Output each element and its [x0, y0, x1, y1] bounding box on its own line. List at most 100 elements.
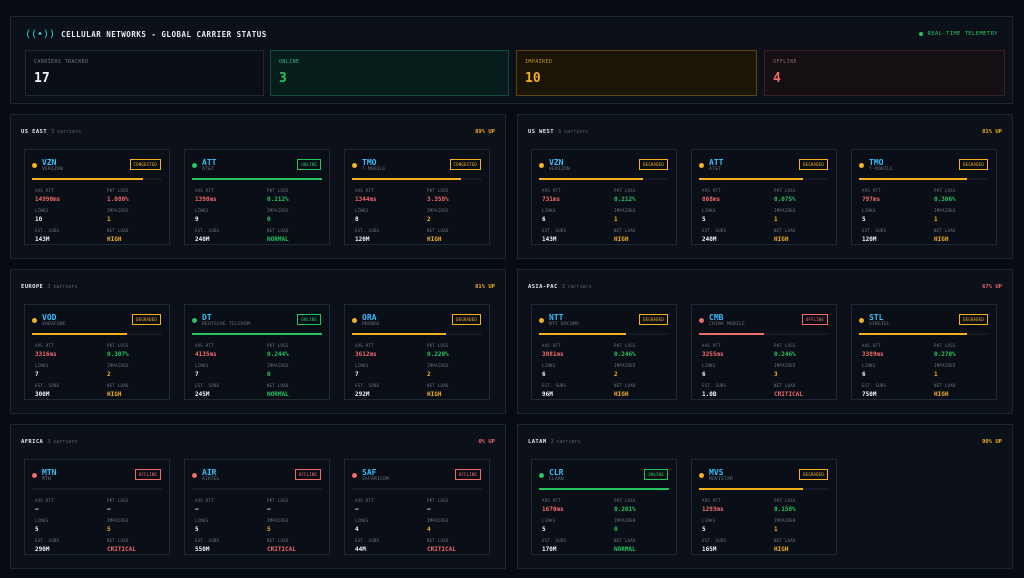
carrier-card-air[interactable]: AIR AIRTEL OFFLINE AVG RTT — PKT LOSS — LINKS 5 I…: [184, 459, 330, 555]
metric-pkt-loss: PKT LOSS 0.246%: [614, 343, 636, 358]
metric-net-load: NET LOAD HIGH: [427, 383, 449, 398]
metric-pkt-loss: PKT LOSS —: [267, 498, 289, 513]
carrier-card-vod[interactable]: VOD VODAFONE DEGRADED AVG RTT 3316ms PKT LOSS…: [24, 304, 170, 400]
metric-label: IMPAIRED: [934, 363, 956, 368]
carrier-card-stl[interactable]: STL SINGTEL DEGRADED AVG RTT 3389ms PKT LOSS 0…: [851, 304, 997, 400]
status-badge: CONGESTED: [129, 159, 161, 170]
metric-pkt-loss: PKT LOSS 0.244%: [267, 343, 289, 358]
health-bar-fill: [192, 178, 322, 180]
health-bar-fill: [859, 333, 967, 335]
metric-label: NET LOAD: [107, 538, 129, 543]
page-title: CELLULAR NETWORKS - GLOBAL CARRIER STATU…: [61, 29, 267, 39]
carrier-card-tmo[interactable]: TMO T-MOBILE CONGESTED AVG RTT 1344ms PKT LOS…: [344, 149, 490, 245]
metric-impaired: IMPAIRED 3: [774, 363, 796, 378]
carrier-card-att[interactable]: ATT AT&T DEGRADED AVG RTT 868ms PKT LOSS 0.075…: [691, 149, 837, 245]
metric-links: LINKS 5: [702, 518, 716, 533]
metric-pkt-loss: PKT LOSS 0.246%: [774, 343, 796, 358]
region-panel-us-west: US WEST 3 carriers 81% UP VZN VERIZON DEGRADE…: [517, 114, 1013, 259]
stat-offline: OFFLINE 4: [764, 50, 1005, 96]
metric-avg-rtt: AVG RTT 3612ms: [355, 343, 377, 358]
metric-label: EST. SUBS: [355, 228, 380, 233]
carrier-card-clr[interactable]: CLR CLARO ONLINE AVG RTT 1670ms PKT LOSS 0.201…: [531, 459, 677, 555]
metric-label: PKT LOSS: [774, 498, 796, 503]
region-header: LATAM 2 carriers 90% UP: [528, 437, 1002, 447]
metric-value: 0.212%: [614, 196, 636, 203]
metric-label: PKT LOSS: [427, 498, 449, 503]
health-bar: [32, 333, 162, 335]
metric-label: PKT LOSS: [427, 343, 449, 348]
metric-label: PKT LOSS: [614, 343, 636, 348]
metric-value: 0.306%: [934, 196, 956, 203]
metric-value: 0: [267, 216, 271, 223]
carrier-name: MTN: [42, 477, 52, 482]
health-bar-fill: [699, 488, 803, 490]
metric-value: 7: [355, 371, 359, 378]
metric-links: LINKS 5: [195, 518, 209, 533]
metric-value: HIGH: [614, 391, 629, 398]
region-header: ASIA-PAC 3 carriers 67% UP: [528, 282, 1002, 292]
health-bar: [699, 488, 829, 490]
metric-label: EST. SUBS: [35, 383, 60, 388]
metric-label: IMPAIRED: [267, 208, 289, 213]
metric-label: PKT LOSS: [267, 498, 289, 503]
metric-est-subs: EST. SUBS 292M: [355, 383, 379, 398]
carrier-card-tmo[interactable]: TMO T-MOBILE DEGRADED AVG RTT 797ms PKT LOSS 0…: [851, 149, 997, 245]
metric-label: EST. SUBS: [542, 383, 567, 388]
region-uptime: 89% UP: [475, 129, 495, 135]
carrier-card-mtn[interactable]: MTN MTN OFFLINE AVG RTT — PKT LOSS — LINKS 5 IMPA…: [24, 459, 170, 555]
carrier-card-att[interactable]: ATT AT&T ONLINE AVG RTT 1398ms PKT LOSS 0.212%…: [184, 149, 330, 245]
metric-label: PKT LOSS: [107, 498, 129, 503]
metric-value: 6: [542, 371, 546, 378]
carrier-card-mvs[interactable]: MVS MOVISTAR DEGRADED AVG RTT 1293ms PKT LOSS…: [691, 459, 837, 555]
status-badge: OFFLINE: [294, 469, 321, 480]
metric-value: 1: [614, 216, 618, 223]
metric-label: LINKS: [35, 518, 49, 523]
carrier-card-vzn[interactable]: VZN VERIZON CONGESTED AVG RTT 14990ms PKT LOS…: [24, 149, 170, 245]
carrier-card-saf[interactable]: SAF SAFARICOM OFFLINE AVG RTT — PKT LOSS — LINK…: [344, 459, 490, 555]
metric-value: 8: [355, 216, 359, 223]
metric-value: 3081ms: [542, 351, 564, 358]
status-badge: DEGRADED: [959, 159, 988, 170]
metric-value: 1: [934, 216, 938, 223]
metric-value: CRITICAL: [427, 546, 456, 553]
carrier-card-cmb[interactable]: CMB CHINA MOBILE OFFLINE AVG RTT 3255ms PKT L…: [691, 304, 837, 400]
metric-value: 5: [107, 526, 111, 533]
metric-label: LINKS: [35, 363, 49, 368]
metric-avg-rtt: AVG RTT 14990ms: [35, 188, 60, 203]
metric-label: AVG RTT: [542, 498, 561, 503]
metric-est-subs: EST. SUBS 300M: [35, 383, 59, 398]
carrier-card-ntt[interactable]: NTT NTT DOCOMO DEGRADED AVG RTT 3081ms PKT LO…: [531, 304, 677, 400]
carrier-name: SINGTEL: [869, 322, 891, 327]
metric-label: IMPAIRED: [427, 363, 449, 368]
region-name: LATAM: [528, 439, 547, 445]
metric-value: 96M: [542, 391, 553, 398]
metric-value: HIGH: [614, 236, 629, 243]
carrier-card-vzn[interactable]: VZN VERIZON DEGRADED AVG RTT 731ms PKT LOSS 0.…: [531, 149, 677, 245]
carrier-name: AT&T: [709, 167, 722, 172]
metric-value: 3255ms: [702, 351, 724, 358]
carrier-card-dt[interactable]: DT DEUTSCHE TELEKOM ONLINE AVG RTT 4135ms PKT…: [184, 304, 330, 400]
metric-value: 4: [427, 526, 431, 533]
carrier-name: MOVISTAR: [709, 477, 734, 482]
health-bar-fill: [699, 333, 764, 335]
status-badge: DEGRADED: [959, 314, 988, 325]
health-bar-fill: [859, 178, 967, 180]
metric-label: EST. SUBS: [702, 228, 727, 233]
metric-impaired: IMPAIRED 5: [107, 518, 129, 533]
carrier-card-ora[interactable]: ORA ORANGE DEGRADED AVG RTT 3612ms PKT LOSS 0.…: [344, 304, 490, 400]
metric-value: 0.246%: [774, 351, 796, 358]
metric-value: 7: [195, 371, 199, 378]
stat-value: 4: [773, 71, 781, 86]
metric-value: NORMAL: [267, 391, 289, 398]
metric-est-subs: EST. SUBS 245M: [195, 383, 219, 398]
metric-links: LINKS 6: [542, 208, 556, 223]
metric-avg-rtt: AVG RTT —: [35, 498, 54, 513]
metric-label: AVG RTT: [355, 188, 374, 193]
metric-links: LINKS 4: [355, 518, 369, 533]
carrier-name: AT&T: [202, 167, 215, 172]
health-bar-fill: [32, 178, 143, 180]
metric-impaired: IMPAIRED 0: [267, 363, 289, 378]
metric-impaired: IMPAIRED 2: [614, 363, 636, 378]
region-uptime: 0% UP: [478, 439, 495, 445]
metric-value: 300M: [35, 391, 50, 398]
